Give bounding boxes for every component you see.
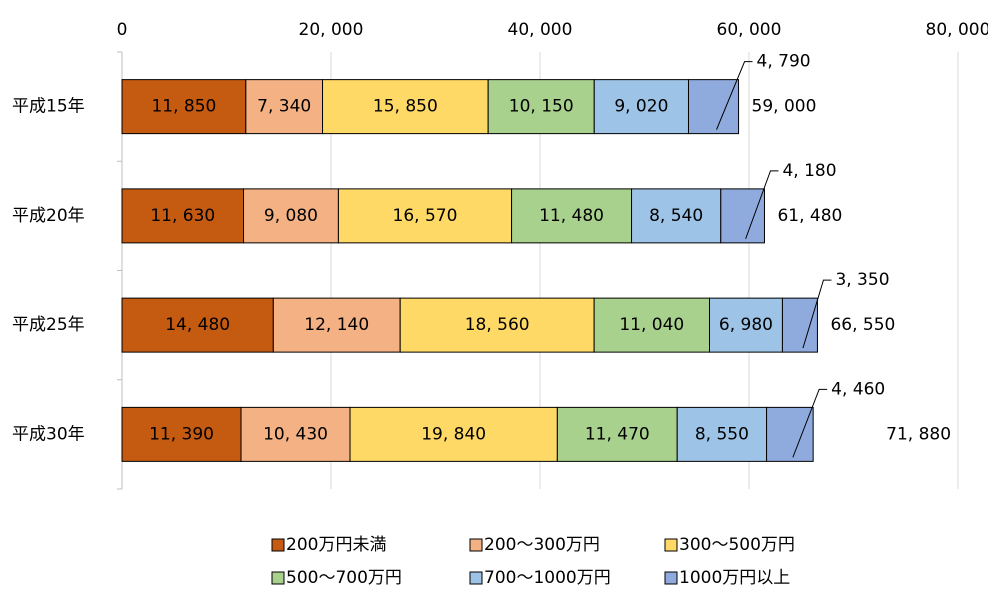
bar-segment bbox=[676, 406, 768, 462]
bar-segment bbox=[687, 79, 740, 135]
legend-label: 700～1000万円 bbox=[484, 568, 611, 588]
bar-segment bbox=[593, 297, 710, 353]
bar-segment bbox=[240, 406, 351, 462]
bar-segment bbox=[593, 79, 689, 135]
bar-segment bbox=[720, 188, 765, 244]
x-tick-label: 80, 000 bbox=[926, 20, 988, 40]
data-label: 9, 080 bbox=[264, 206, 318, 226]
bar-segment bbox=[781, 297, 818, 353]
legend-label: 1000万円以上 bbox=[679, 568, 790, 588]
bar-segment bbox=[631, 188, 722, 244]
y-tick-label: 平成25年 bbox=[12, 315, 85, 335]
data-label: 10, 430 bbox=[263, 424, 328, 444]
data-label: 10, 150 bbox=[509, 97, 574, 117]
legend-key bbox=[271, 571, 285, 585]
bar-segment bbox=[121, 406, 242, 462]
legend-key bbox=[469, 538, 483, 552]
data-label: 11, 630 bbox=[150, 206, 215, 226]
leader-line bbox=[792, 388, 828, 458]
bar-segment bbox=[399, 297, 595, 353]
bar-segment bbox=[121, 188, 245, 244]
bar-segment bbox=[556, 406, 678, 462]
x-tick-label: 0 bbox=[117, 20, 128, 40]
data-label: 6, 980 bbox=[719, 315, 773, 335]
data-label: 4, 460 bbox=[831, 379, 885, 399]
bar-segment bbox=[708, 297, 783, 353]
legend-key bbox=[271, 538, 285, 552]
bar-segment bbox=[766, 406, 814, 462]
data-label: 18, 560 bbox=[465, 315, 530, 335]
legend-key bbox=[664, 538, 678, 552]
data-label: 11, 390 bbox=[149, 424, 214, 444]
data-label: 12, 140 bbox=[304, 315, 369, 335]
x-tick-label: 40, 000 bbox=[508, 20, 573, 40]
bar-segment bbox=[487, 79, 595, 135]
bar-segment bbox=[272, 297, 401, 353]
bar-segment bbox=[322, 79, 489, 135]
y-tick-label: 平成15年 bbox=[12, 97, 85, 117]
legend-label: 300～500万円 bbox=[679, 535, 795, 555]
legend-key bbox=[664, 571, 678, 585]
data-label: 4, 180 bbox=[782, 161, 836, 181]
bar-segment bbox=[245, 79, 324, 135]
total-label: 61, 480 bbox=[777, 206, 842, 226]
data-label: 7, 340 bbox=[257, 97, 311, 117]
leader-line bbox=[802, 279, 832, 349]
bar-segment bbox=[243, 188, 339, 244]
total-label: 59, 000 bbox=[752, 97, 817, 117]
data-label: 11, 480 bbox=[539, 206, 604, 226]
total-label: 71, 880 bbox=[886, 424, 951, 444]
bar-segment bbox=[121, 297, 274, 353]
x-tick-label: 60, 000 bbox=[717, 20, 782, 40]
y-tick-label: 平成30年 bbox=[12, 424, 85, 444]
legend-key bbox=[469, 571, 483, 585]
data-label: 9, 020 bbox=[614, 97, 668, 117]
bar-segment bbox=[511, 188, 633, 244]
y-tick-label: 平成20年 bbox=[12, 206, 85, 226]
data-label: 14, 480 bbox=[165, 315, 230, 335]
data-label: 4, 790 bbox=[757, 52, 811, 72]
data-label: 11, 470 bbox=[585, 424, 650, 444]
data-label: 11, 040 bbox=[619, 315, 684, 335]
leader-line bbox=[716, 61, 753, 130]
data-label: 11, 850 bbox=[151, 97, 216, 117]
leader-line bbox=[745, 170, 779, 240]
data-label: 8, 540 bbox=[649, 206, 703, 226]
bar-segment bbox=[349, 406, 558, 462]
data-label: 8, 550 bbox=[695, 424, 749, 444]
data-label: 16, 570 bbox=[393, 206, 458, 226]
total-label: 66, 550 bbox=[830, 315, 895, 335]
legend-label: 200万円未満 bbox=[286, 535, 386, 555]
legend-label: 200～300万円 bbox=[484, 535, 600, 555]
x-tick-label: 20, 000 bbox=[299, 20, 364, 40]
data-label: 3, 350 bbox=[835, 270, 889, 290]
legend-label: 500～700万円 bbox=[286, 568, 402, 588]
data-label: 15, 850 bbox=[373, 97, 438, 117]
data-label: 19, 840 bbox=[421, 424, 486, 444]
